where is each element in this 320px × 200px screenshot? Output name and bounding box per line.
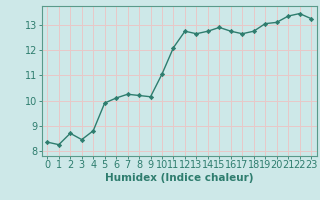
X-axis label: Humidex (Indice chaleur): Humidex (Indice chaleur) [105, 173, 253, 183]
